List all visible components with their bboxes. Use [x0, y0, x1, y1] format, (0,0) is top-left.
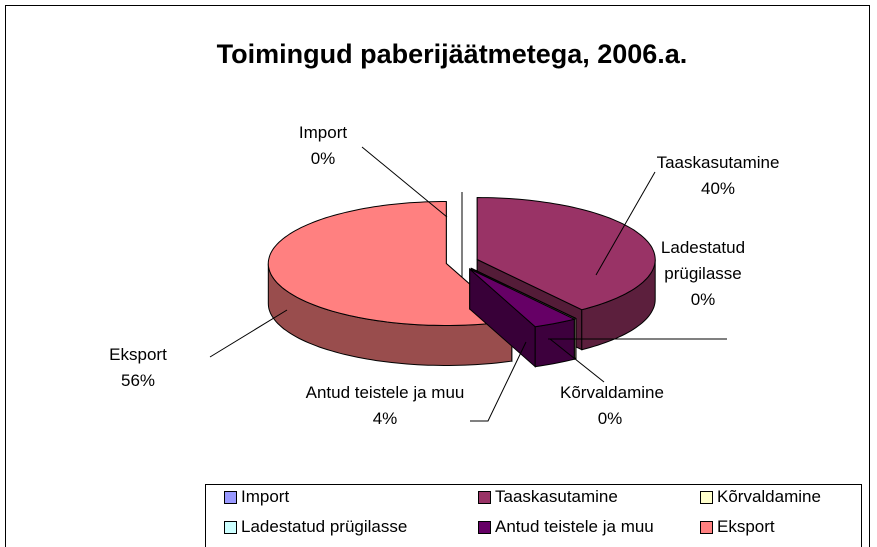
data-label-name: Eksport	[109, 345, 167, 364]
data-label: Antud teistele ja muu 4%	[300, 380, 470, 432]
legend-label: Taaskasutamine	[495, 487, 618, 506]
legend-swatch	[700, 490, 713, 504]
legend-swatch	[700, 520, 713, 534]
leader-line	[361, 146, 448, 218]
slice-group	[469, 267, 576, 368]
data-label-value: 0%	[597, 409, 623, 428]
legend-item: Import	[224, 487, 289, 507]
data-label: Import 0%	[268, 120, 378, 172]
data-label-value: 0%	[310, 149, 336, 168]
leader-line	[209, 309, 288, 358]
data-label: Taaskasutamine 40%	[648, 150, 788, 202]
data-label: Kõrvaldamine 0%	[560, 380, 664, 432]
legend-item: Kõrvaldamine	[700, 487, 821, 507]
data-label-name: Kõrvaldamine	[560, 383, 664, 402]
data-label-name: Import	[298, 123, 348, 142]
slice-group	[267, 201, 513, 366]
legend-item: Eksport	[700, 517, 775, 537]
slice	[469, 268, 576, 328]
legend-item: Antud teistele ja muu	[478, 517, 654, 537]
data-label-name: Ladestatud prügilasse	[660, 238, 746, 283]
leader-line	[549, 338, 605, 383]
data-label: Eksport 56%	[88, 342, 188, 394]
data-label: Ladestatud prügilasse 0%	[648, 235, 758, 313]
data-label-value: 0%	[690, 290, 716, 309]
data-label-value: 56%	[120, 371, 156, 390]
data-label-name: Taaskasutamine	[656, 153, 780, 172]
leader-line	[595, 171, 656, 276]
slice	[267, 201, 513, 326]
data-label-name: Antud teistele ja muu	[305, 383, 465, 402]
legend-label: Antud teistele ja muu	[495, 517, 654, 536]
legend-label: Kõrvaldamine	[717, 487, 821, 506]
slice	[471, 268, 577, 320]
legend-swatch	[478, 520, 491, 534]
legend-swatch	[224, 490, 237, 504]
legend-label: Ladestatud prügilasse	[241, 517, 408, 536]
legend-label: Eksport	[717, 517, 775, 536]
data-label-value: 4%	[372, 409, 398, 428]
chart-title: Toimingud paberijäätmetega, 2006.a.	[217, 39, 688, 69]
data-label-value: 40%	[700, 179, 736, 198]
legend-item: Taaskasutamine	[478, 487, 618, 507]
legend-box	[205, 484, 862, 547]
legend-label: Import	[241, 487, 290, 506]
leader-line	[470, 341, 527, 422]
slice	[476, 196, 656, 311]
legend-item: Ladestatud prügilasse	[224, 517, 407, 537]
legend-swatch	[224, 520, 237, 534]
legend-swatch	[478, 490, 491, 504]
